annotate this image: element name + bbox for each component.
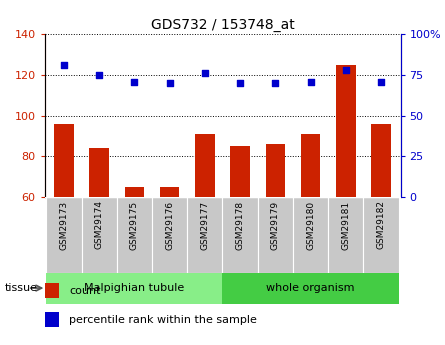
- Bar: [117, 197, 152, 273]
- Bar: [222, 197, 258, 273]
- Title: GDS732 / 153748_at: GDS732 / 153748_at: [150, 18, 295, 32]
- Text: count: count: [69, 286, 101, 296]
- Text: tissue: tissue: [4, 283, 37, 293]
- Bar: [266, 144, 285, 197]
- Bar: [231, 146, 250, 197]
- Text: GSM29181: GSM29181: [341, 200, 350, 249]
- Text: GSM29176: GSM29176: [165, 200, 174, 249]
- Bar: [46, 273, 222, 304]
- Bar: [81, 197, 117, 273]
- Text: GSM29179: GSM29179: [271, 200, 280, 249]
- Text: GSM29178: GSM29178: [235, 200, 245, 249]
- Bar: [195, 134, 214, 197]
- Bar: [46, 197, 81, 273]
- Bar: [89, 148, 109, 197]
- Text: GSM29177: GSM29177: [200, 200, 210, 249]
- Bar: [258, 197, 293, 273]
- Bar: [301, 134, 320, 197]
- Bar: [160, 187, 179, 197]
- Point: [377, 79, 384, 84]
- Bar: [372, 124, 391, 197]
- Text: percentile rank within the sample: percentile rank within the sample: [69, 315, 257, 325]
- Bar: [293, 197, 328, 273]
- Point: [201, 71, 208, 76]
- Bar: [54, 124, 73, 197]
- Text: GSM29180: GSM29180: [306, 200, 315, 249]
- Bar: [328, 197, 364, 273]
- Point: [272, 80, 279, 86]
- Point: [131, 79, 138, 84]
- Bar: [44, 284, 59, 298]
- Text: GSM29174: GSM29174: [95, 200, 104, 249]
- Point: [61, 62, 68, 68]
- Point: [342, 67, 349, 73]
- Bar: [222, 273, 399, 304]
- Point: [166, 80, 173, 86]
- Bar: [44, 313, 59, 327]
- Text: GSM29173: GSM29173: [59, 200, 69, 249]
- Point: [307, 79, 314, 84]
- Point: [96, 72, 103, 78]
- Bar: [125, 187, 144, 197]
- Bar: [187, 197, 222, 273]
- Bar: [152, 197, 187, 273]
- Bar: [336, 65, 356, 197]
- Text: GSM29175: GSM29175: [130, 200, 139, 249]
- Text: GSM29182: GSM29182: [376, 200, 386, 249]
- Text: whole organism: whole organism: [267, 283, 355, 293]
- Point: [237, 80, 244, 86]
- Bar: [364, 197, 399, 273]
- Text: Malpighian tubule: Malpighian tubule: [84, 283, 185, 293]
